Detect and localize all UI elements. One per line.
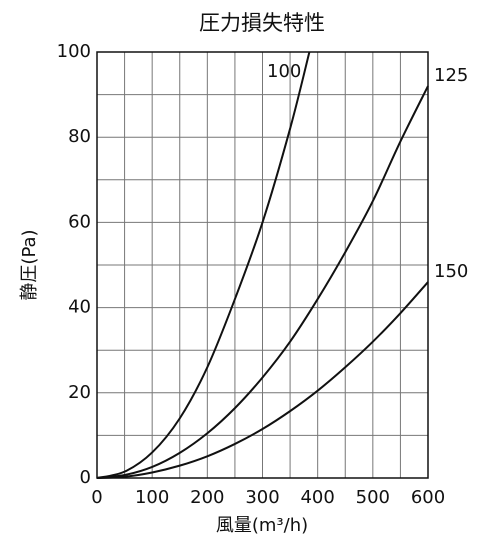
y-tick-label: 60 <box>68 211 91 232</box>
x-tick-label: 0 <box>91 487 102 508</box>
x-tick-label: 600 <box>411 487 445 508</box>
y-tick-label: 0 <box>80 467 91 488</box>
x-axis-label: 風量(m³/h) <box>216 515 308 536</box>
curve <box>96 51 311 479</box>
x-tick-label: 200 <box>190 487 224 508</box>
curve <box>96 281 429 479</box>
y-tick-label: 20 <box>68 382 91 403</box>
y-tick-label: 80 <box>68 126 91 147</box>
series-label: 100 <box>267 61 301 82</box>
x-tick-label: 500 <box>356 487 390 508</box>
y-axis-label: 静圧(Pa) <box>19 229 40 300</box>
y-tick-label: 100 <box>57 41 91 62</box>
series-label: 150 <box>434 261 468 282</box>
curve <box>96 85 429 479</box>
x-tick-label: 300 <box>245 487 279 508</box>
chart-title: 圧力損失特性 <box>199 11 325 35</box>
plot-frame <box>96 51 429 479</box>
y-tick-label: 40 <box>68 297 91 318</box>
series-label: 125 <box>434 65 468 86</box>
x-tick-label: 400 <box>300 487 334 508</box>
x-tick-label: 100 <box>135 487 169 508</box>
